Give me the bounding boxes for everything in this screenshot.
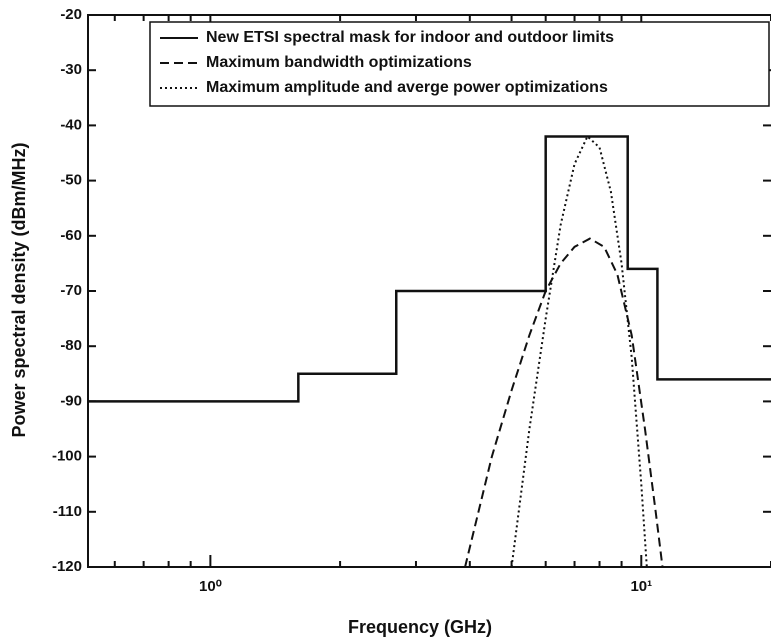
x-tick-label: 10⁰ — [199, 578, 222, 595]
legend-label: Maximum amplitude and averge power optim… — [206, 79, 608, 96]
y-tick-label: -60 — [60, 227, 82, 244]
y-tick-label: -80 — [60, 337, 82, 354]
legend-box — [149, 21, 770, 107]
y-tick-label: -120 — [52, 558, 82, 575]
y-tick-label: -100 — [52, 448, 82, 465]
y-axis-label: Power spectral density (dBm/MHz) — [9, 142, 29, 437]
y-tick-label: -20 — [60, 6, 82, 23]
y-tick-label: -40 — [60, 116, 82, 133]
series-line — [510, 134, 648, 568]
y-tick-label: -110 — [53, 503, 82, 520]
series-line — [464, 237, 664, 568]
legend-label: New ETSI spectral mask for indoor and ou… — [206, 29, 614, 46]
y-tick-label: -30 — [60, 61, 82, 78]
y-tick-label: -70 — [60, 282, 82, 299]
series-line — [88, 135, 771, 403]
x-axis-label: Frequency (GHz) — [348, 617, 492, 637]
y-tick-label: -90 — [60, 392, 82, 409]
legend-label: Maximum bandwidth optimizations — [206, 54, 472, 71]
y-tick-label: -50 — [60, 172, 82, 189]
x-tick-label: 10¹ — [630, 578, 652, 595]
